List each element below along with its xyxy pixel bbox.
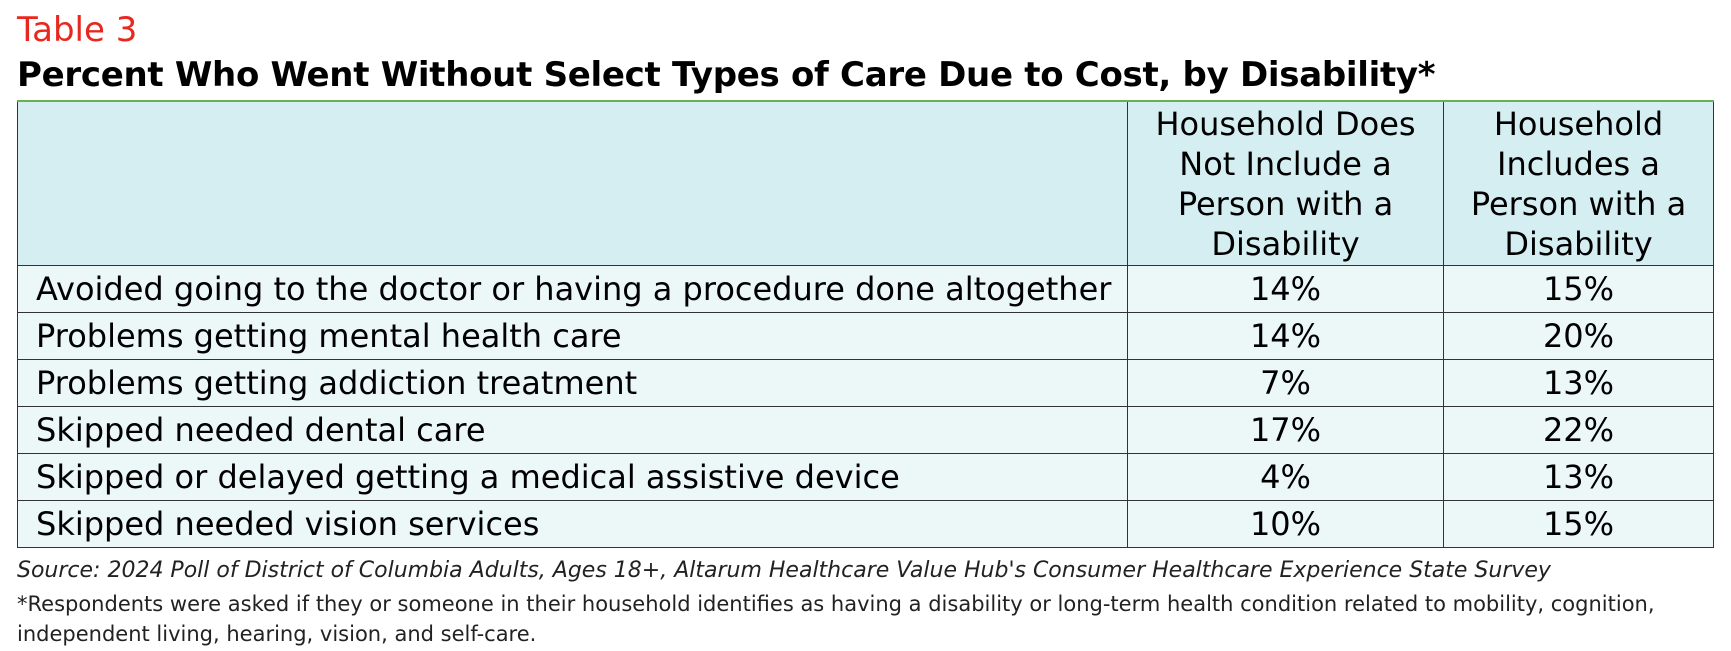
table-body: Avoided going to the doctor or having a … <box>17 265 1714 548</box>
column-header: Household Includes a Person with a Disab… <box>1443 100 1714 266</box>
column-header <box>17 100 1128 266</box>
cell-value: 14% <box>1127 312 1444 360</box>
row-label: Problems getting addiction treatment <box>17 359 1128 407</box>
table-row: Avoided going to the doctor or having a … <box>17 265 1714 313</box>
cell-value: 20% <box>1443 312 1714 360</box>
cell-value: 4% <box>1127 453 1444 501</box>
cell-value: 22% <box>1443 406 1714 454</box>
row-label: Avoided going to the doctor or having a … <box>17 265 1128 313</box>
row-label: Skipped needed vision services <box>17 500 1128 548</box>
row-label: Problems getting mental health care <box>17 312 1128 360</box>
cell-value: 15% <box>1443 500 1714 548</box>
column-header: Household Does Not Include a Person with… <box>1127 100 1444 266</box>
row-label: Skipped needed dental care <box>17 406 1128 454</box>
cell-value: 7% <box>1127 359 1444 407</box>
table-row: Skipped or delayed getting a medical ass… <box>17 453 1714 501</box>
footnote: *Respondents were asked if they or someo… <box>17 592 1655 646</box>
header-row: Household Does Not Include a Person with… <box>17 100 1714 266</box>
table-row: Skipped needed dental care 17% 22% <box>17 406 1714 454</box>
table-label: Table 3 <box>17 10 138 50</box>
source-note: Source: 2024 Poll of District of Columbi… <box>17 558 1551 583</box>
table-title: Percent Who Went Without Select Types of… <box>17 55 1436 95</box>
cell-value: 15% <box>1443 265 1714 313</box>
cell-value: 13% <box>1443 453 1714 501</box>
table-row: Problems getting addiction treatment 7% 13… <box>17 359 1714 407</box>
row-label: Skipped or delayed getting a medical ass… <box>17 453 1128 501</box>
table-row: Skipped needed vision services 10% 15% <box>17 500 1714 548</box>
cell-value: 13% <box>1443 359 1714 407</box>
cell-value: 14% <box>1127 265 1444 313</box>
table-row: Problems getting mental health care 14% 20… <box>17 312 1714 360</box>
cell-value: 17% <box>1127 406 1444 454</box>
data-table: Household Does Not Include a Person with… <box>17 100 1714 548</box>
cell-value: 10% <box>1127 500 1444 548</box>
